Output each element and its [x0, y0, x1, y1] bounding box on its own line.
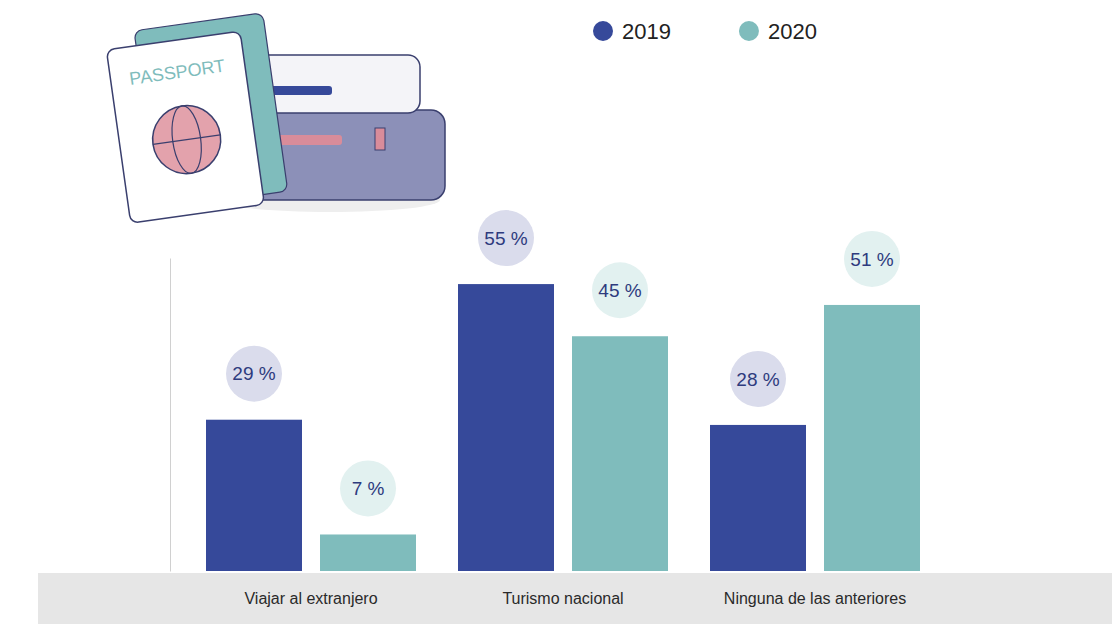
- x-tick-label: Viajar al extranjero: [244, 590, 377, 607]
- legend-label: 2019: [622, 19, 671, 44]
- globe-line: [153, 135, 220, 144]
- label-ground: [340, 460, 396, 516]
- x-tick-label: Ninguna de las anteriores: [724, 590, 906, 607]
- illustration: PASSPORT: [104, 13, 445, 223]
- x-tick: Ninguna de las anteriores: [724, 590, 906, 607]
- label-ground: [478, 210, 534, 266]
- x-tick: Turismo nacional: [502, 590, 623, 607]
- handle: [272, 135, 342, 145]
- label-ground: [592, 262, 648, 318]
- tag: [375, 128, 385, 150]
- legend-swatch: [593, 21, 613, 41]
- x-tick-label: Turismo nacional: [502, 590, 623, 607]
- bar: [710, 425, 806, 571]
- x-tick: Viajar al extranjero: [244, 590, 377, 607]
- bars: [206, 284, 920, 571]
- chart: PASSPORT 29 % 55 % 28 % 7 % 45 % 51 % Viajar al…: [0, 0, 1112, 624]
- category-band: [38, 573, 1112, 624]
- data-label: 55 %: [484, 228, 527, 249]
- bar: [572, 336, 668, 571]
- legend: 2019 2020: [593, 19, 817, 44]
- passport: PASSPORT: [104, 13, 289, 223]
- data-label: 45 %: [598, 280, 641, 301]
- x-axis: Viajar al extranjero Turismo nacional Ning…: [244, 590, 906, 607]
- illustration-text: PASSPORT: [128, 56, 226, 89]
- bar: [206, 420, 302, 571]
- data-label: 51 %: [850, 249, 893, 270]
- bar: [320, 534, 416, 571]
- passport-cover: [106, 31, 264, 223]
- label-ground: [226, 346, 282, 402]
- legend-label: 2020: [768, 19, 817, 44]
- label-ground: [730, 351, 786, 407]
- data-label: 29 %: [232, 363, 275, 384]
- data-label: 28 %: [736, 369, 779, 390]
- y-axis: [170, 259, 171, 572]
- data-labels: 29 % 55 % 28 % 7 % 45 % 51 %: [226, 210, 900, 516]
- data-label: 7 %: [352, 478, 385, 499]
- bar: [824, 305, 920, 571]
- legend-swatch: [739, 21, 759, 41]
- bar: [458, 284, 554, 571]
- y-axis-line: [170, 259, 171, 572]
- label-ground: [844, 231, 900, 287]
- globe: [148, 101, 225, 178]
